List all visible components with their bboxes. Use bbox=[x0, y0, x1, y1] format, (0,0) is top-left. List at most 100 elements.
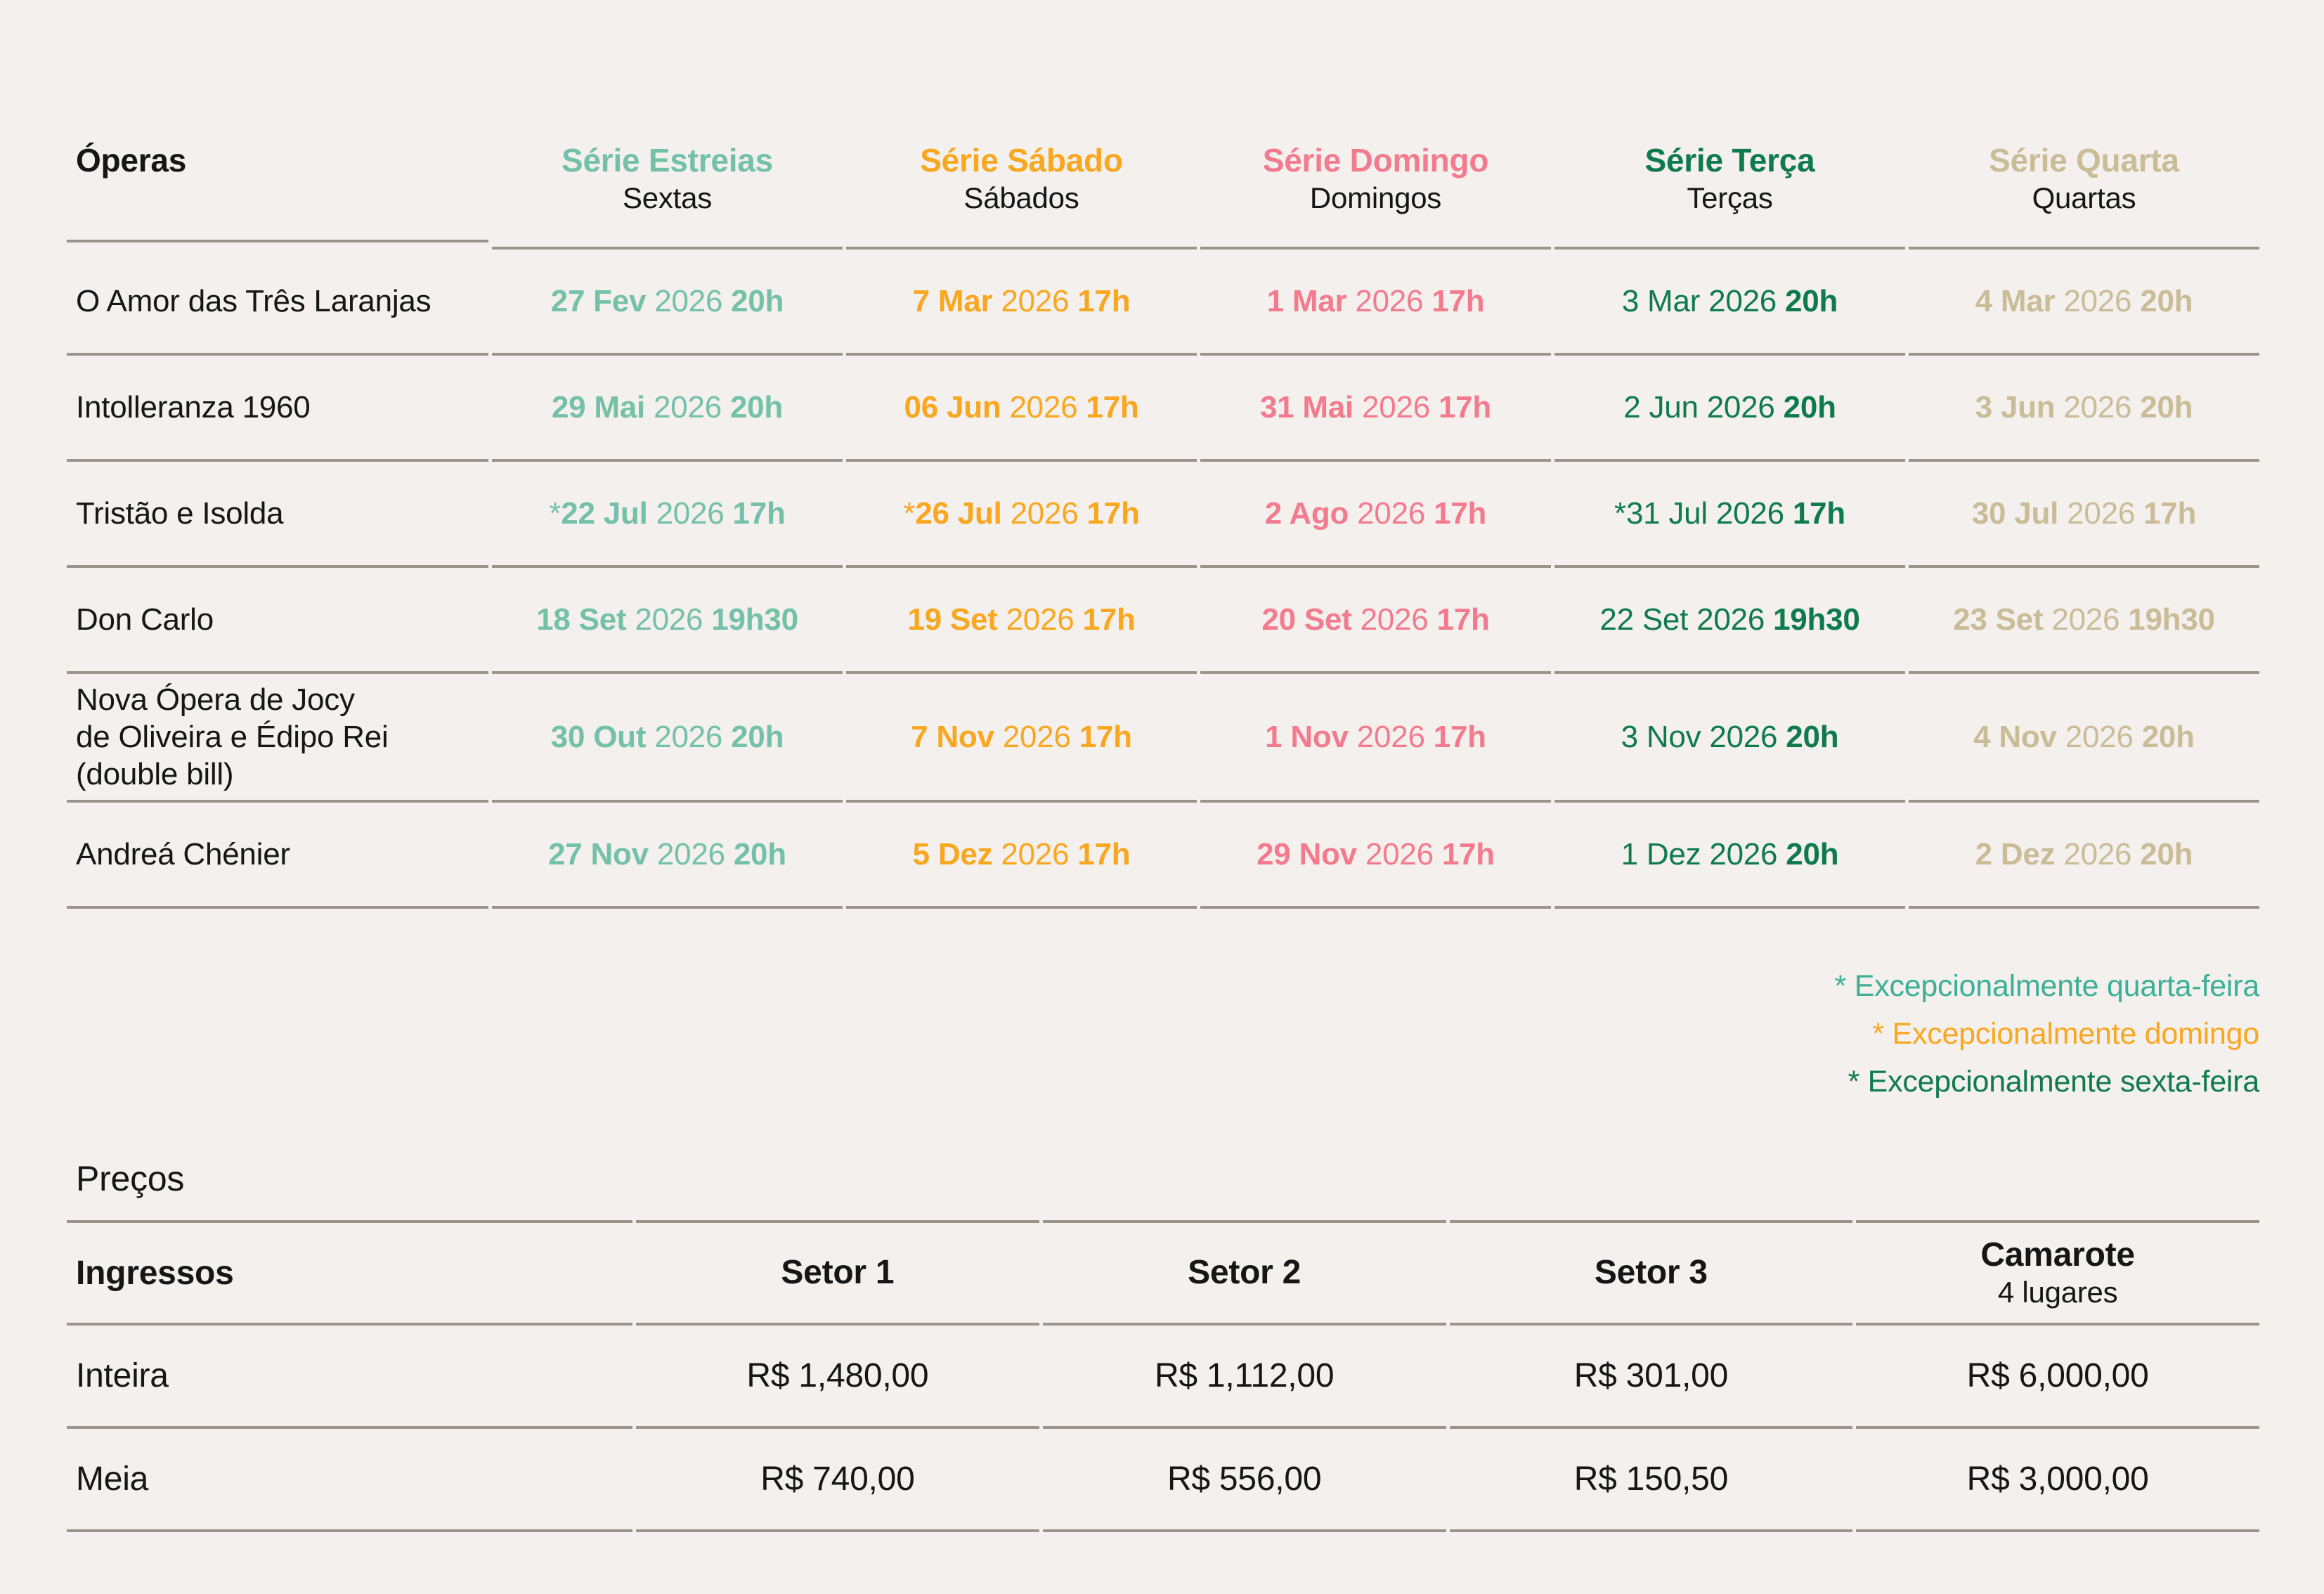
date-cell: 29 Nov 2026 17h bbox=[1200, 803, 1551, 909]
date-cell: 2 Jun 2026 20h bbox=[1554, 356, 1905, 462]
date-year: 2026 bbox=[646, 719, 732, 754]
date-day-month: 19 Set bbox=[907, 602, 998, 637]
date-day-month: 3 Nov bbox=[1621, 719, 1701, 754]
date-year: 2026 bbox=[1353, 389, 1439, 425]
date-cell: 19 Set 2026 17h bbox=[846, 568, 1197, 674]
date-day-month: 1 Nov bbox=[1265, 719, 1349, 754]
date-cell: 3 Nov 2026 20h bbox=[1554, 674, 1905, 803]
date-time: 17h bbox=[1432, 283, 1485, 318]
prices-table: Ingressos Setor 1 Setor 2 Setor 3 Camarote 4… bbox=[67, 1220, 2259, 1532]
date-time: 20h bbox=[1786, 836, 1839, 871]
footnote: * Excepcionalmente domingo bbox=[1872, 1017, 2259, 1051]
date-day-month: 3 Jun bbox=[1975, 389, 2056, 425]
date-time: 20h bbox=[2141, 719, 2195, 754]
date-day-month: 7 Nov bbox=[911, 719, 994, 754]
series-subtitle: Sábados bbox=[963, 181, 1079, 214]
prices-title: Preços bbox=[76, 1159, 185, 1198]
date-year: 2026 bbox=[648, 836, 734, 871]
date-time: 19h30 bbox=[1773, 602, 1860, 637]
date-cell: 18 Set 2026 19h30 bbox=[492, 568, 843, 674]
date-time: 20h bbox=[729, 389, 784, 425]
opera-name: Andreá Chénier bbox=[76, 836, 290, 873]
price-value: R$ 740,00 bbox=[636, 1429, 1039, 1532]
date-cell: 20 Set 2026 17h bbox=[1200, 568, 1551, 674]
schedule-table: Óperas Série Estreias Sextas Série Sábado S… bbox=[67, 134, 2259, 909]
schedule-header-row: Óperas Série Estreias Sextas Série Sábado S… bbox=[67, 134, 2259, 250]
date-year: 2026 bbox=[646, 283, 732, 318]
date-time: 17h bbox=[732, 495, 786, 531]
opera-row: O Amor das Três Laranjas 27 Fev 2026 20h 7… bbox=[67, 250, 2259, 356]
date-time: 17h bbox=[1433, 719, 1486, 754]
opera-name-cell: O Amor das Três Laranjas bbox=[67, 250, 488, 356]
price-column-header: Camarote 4 lugares bbox=[1856, 1220, 2259, 1326]
opera-name-line: Don Carlo bbox=[76, 602, 214, 637]
date-day-month: 30 Jul bbox=[1971, 495, 2059, 531]
opera-name: Tristão e Isolda bbox=[76, 495, 284, 532]
date-cell: 2 Dez 2026 20h bbox=[1909, 803, 2259, 909]
date-cell: 22 Set 2026 19h30 bbox=[1554, 568, 1905, 674]
date-year: 2026 bbox=[1351, 602, 1437, 637]
date-time: 17h bbox=[2143, 495, 2197, 531]
date-year: 2026 bbox=[626, 602, 712, 637]
date-cell: 1 Nov 2026 17h bbox=[1200, 674, 1551, 803]
ticket-type-label: Meia bbox=[67, 1429, 632, 1532]
opera-name-line: Tristão e Isolda bbox=[76, 496, 284, 531]
date-day-month: 2 Ago bbox=[1264, 495, 1349, 531]
opera-name: O Amor das Três Laranjas bbox=[76, 283, 431, 320]
opera-row: Don Carlo 18 Set 2026 19h30 19 Set 2026 17… bbox=[67, 568, 2259, 674]
opera-name-line: Intolleranza 1960 bbox=[76, 390, 311, 425]
price-value: R$ 301,00 bbox=[1449, 1326, 1853, 1429]
price-value: R$ 1,480,00 bbox=[636, 1326, 1039, 1429]
date-time: 17h bbox=[1436, 602, 1490, 637]
date-year: 2026 bbox=[2055, 836, 2141, 871]
date-year: 2026 bbox=[992, 283, 1078, 318]
price-value: R$ 1,112,00 bbox=[1042, 1326, 1446, 1429]
date-day-month: 4 Nov bbox=[1973, 719, 2057, 754]
price-column-title: Setor 2 bbox=[1188, 1254, 1301, 1291]
date-day-month: 5 Dez bbox=[912, 836, 993, 871]
date-year: 2026 bbox=[2055, 283, 2141, 318]
date-day-month: 22 Set bbox=[1599, 602, 1689, 637]
price-value: R$ 3,000,00 bbox=[1856, 1429, 2259, 1532]
date-asterisk: * bbox=[903, 495, 916, 531]
date-cell: 29 Mai 2026 20h bbox=[492, 356, 843, 462]
date-day-month: 06 Jun bbox=[904, 389, 1001, 425]
date-day-month: 27 Nov bbox=[548, 836, 649, 871]
date-year: 2026 bbox=[992, 836, 1078, 871]
date-asterisk: * bbox=[549, 495, 561, 531]
date-year: 2026 bbox=[645, 389, 730, 425]
date-year: 2026 bbox=[1348, 719, 1434, 754]
series-title: Série Terça bbox=[1644, 142, 1815, 179]
date-year: 2026 bbox=[1701, 836, 1786, 871]
series-header-cell: Série Sábado Sábados bbox=[846, 134, 1197, 250]
date-day-month: 18 Set bbox=[536, 602, 627, 637]
price-value: R$ 556,00 bbox=[1042, 1429, 1446, 1532]
series-title: Série Sábado bbox=[920, 142, 1123, 179]
date-time: 17h bbox=[1441, 836, 1495, 871]
date-time: 20h bbox=[1785, 283, 1838, 318]
page: Óperas Série Estreias Sextas Série Sábado S… bbox=[67, 134, 2260, 1532]
date-cell: * 26 Jul 2026 17h bbox=[846, 462, 1197, 568]
prices-header-row: Ingressos Setor 1 Setor 2 Setor 3 Camarote 4… bbox=[67, 1220, 2259, 1326]
series-title: Série Quarta bbox=[1989, 142, 2179, 179]
opera-row: Intolleranza 1960 29 Mai 2026 20h 06 Jun 2… bbox=[67, 356, 2259, 462]
date-year: 2026 bbox=[1688, 602, 1774, 637]
price-column-title: Setor 3 bbox=[1594, 1254, 1708, 1291]
date-time: 17h bbox=[1082, 602, 1136, 637]
price-value: R$ 6,000,00 bbox=[1856, 1326, 2259, 1429]
opera-name-cell: Nova Ópera de Jocy de Oliveira e Édipo Re… bbox=[67, 674, 488, 803]
series-header-cell: Série Terça Terças bbox=[1554, 134, 1905, 250]
date-time: 17h bbox=[1434, 495, 1487, 531]
date-day-month: 31 Jul bbox=[1625, 495, 1708, 531]
date-asterisk: * bbox=[1614, 495, 1626, 531]
date-cell: 30 Jul 2026 17h bbox=[1909, 462, 2259, 568]
series-subtitle: Sextas bbox=[623, 181, 712, 214]
date-day-month: 30 Out bbox=[550, 719, 647, 754]
date-day-month: 29 Mai bbox=[551, 389, 646, 425]
price-column-subtitle: 4 lugares bbox=[1997, 1276, 2118, 1309]
price-column-header: Setor 1 bbox=[636, 1220, 1039, 1326]
date-year: 2026 bbox=[1001, 495, 1087, 531]
date-cell: 7 Nov 2026 17h bbox=[846, 674, 1197, 803]
footnote: * Excepcionalmente quarta-feira bbox=[1834, 969, 2260, 1003]
date-year: 2026 bbox=[1356, 836, 1442, 871]
